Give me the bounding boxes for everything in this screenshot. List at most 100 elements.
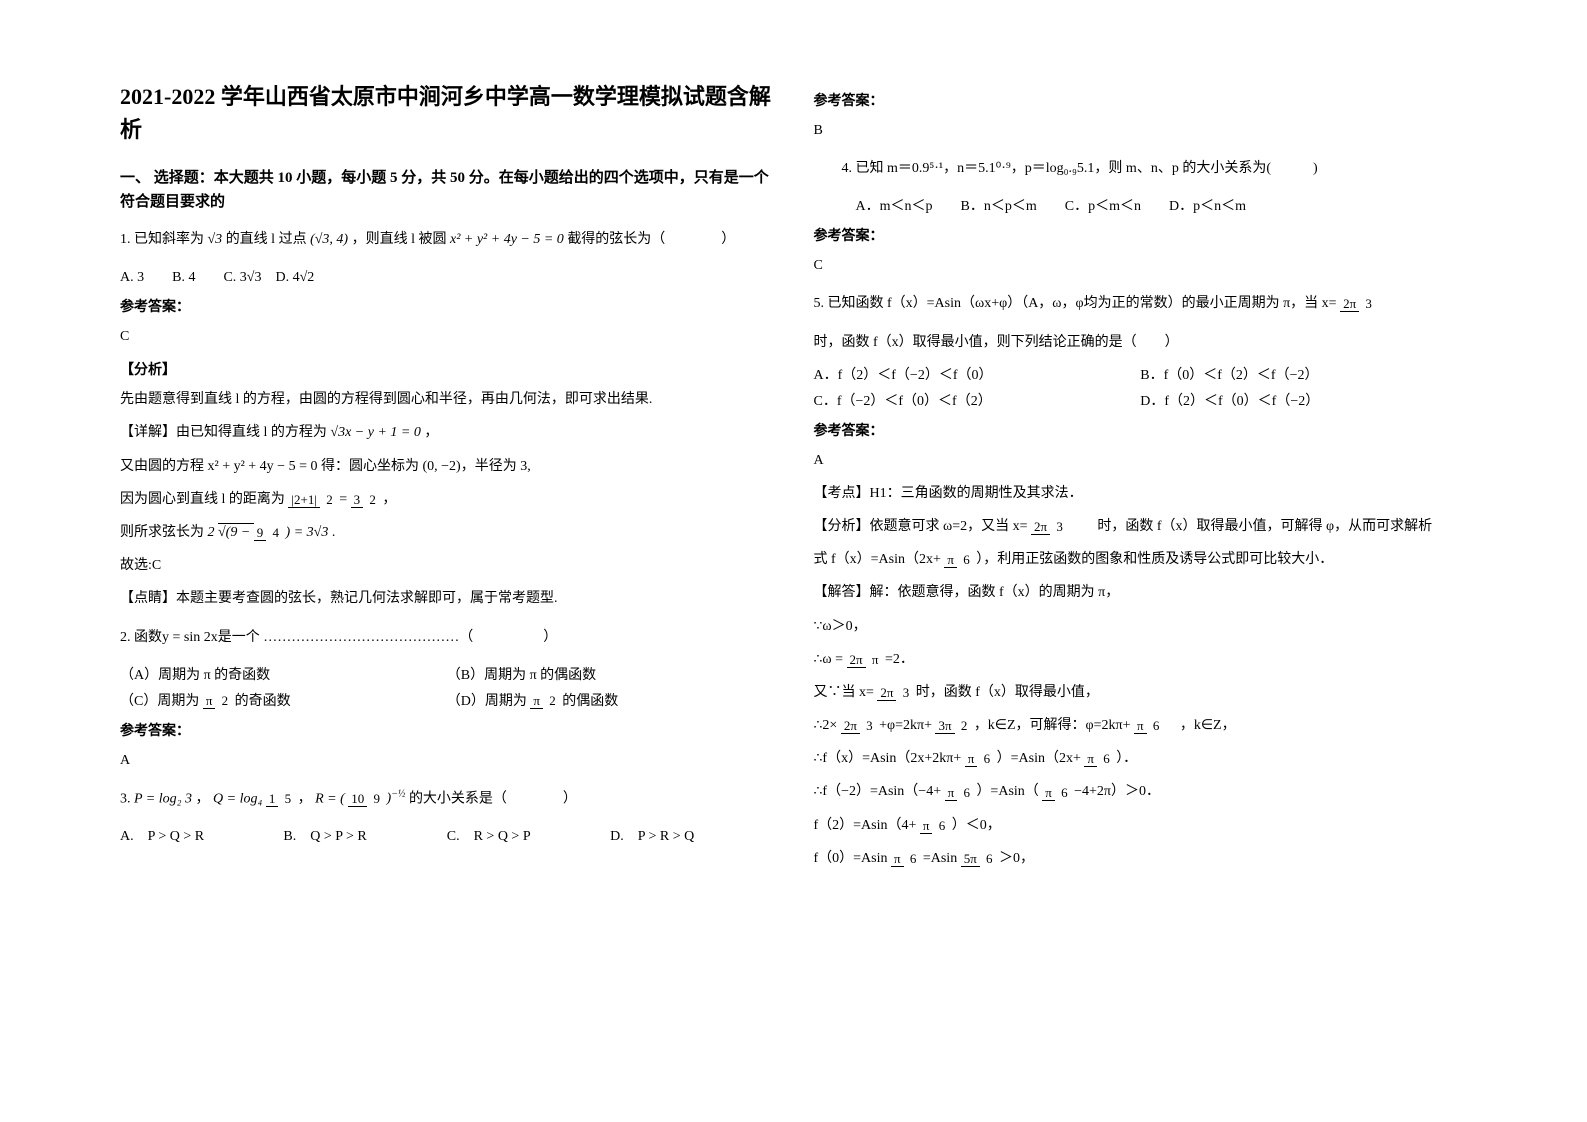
- R-exp: )−½: [387, 791, 406, 806]
- option-row: A. P > Q > R B. Q > P > R C. R > Q > P D…: [120, 825, 774, 845]
- q1-analysis-label: 【分析】: [120, 359, 774, 379]
- q5-analysis-post: 时，函数 f（x）取得最小值，可解得 φ，从而可求解析: [1069, 519, 1432, 534]
- frac-2pi3d: 2π 3: [841, 714, 876, 737]
- frac-pi6f: π 6: [1042, 781, 1070, 804]
- q1-conclusion: 故选:C: [120, 553, 774, 578]
- q3-opt-d: D. P > R > Q: [610, 825, 773, 845]
- R-expr: R = (: [315, 791, 345, 806]
- q5-text-pre: 5. 已知函数 f（x）=Asin（ωx+φ）（A，ω，φ均为正的常数）的最小正…: [814, 296, 1337, 311]
- q5-line4-post: ，k∈Z，可解得：φ=2kπ+: [974, 718, 1131, 733]
- q3-answer-label: 参考答案：: [814, 90, 1468, 110]
- q2-opt-d: （D）周期为 π 2 的偶函数: [447, 690, 774, 710]
- q5-line1: ∵ω＞0，: [814, 614, 1468, 639]
- close-paren: ) = 3√3: [286, 525, 329, 540]
- circle-eq: x² + y² + 4y − 5 = 0: [450, 232, 567, 247]
- q5-opt-d: D．f（2）＜f（0）＜f（−2）: [1140, 390, 1467, 410]
- right-column: 参考答案： B 4. 已知 m＝0.9⁵·¹，n＝5.1⁰·⁹，p＝log₀.₉…: [794, 80, 1488, 1082]
- q1-point: 【点睛】本题主要考查圆的弦长，熟记几何法求解即可，属于常考题型.: [120, 586, 774, 611]
- q5-text-post: 时，函数 f（x）取得最小值，则下列结论正确的是（ ）: [814, 330, 1468, 355]
- q5-line5-pre: ∴f（x）=Asin（2x+2kπ+: [814, 751, 962, 766]
- q2-opt-b: （B）周期为 π 的偶函数: [447, 664, 774, 684]
- q5-line4-pre: ∴2×: [814, 718, 838, 733]
- period: .: [332, 525, 336, 540]
- q5-answer: A: [814, 448, 1468, 473]
- frac-15: 1 5: [266, 786, 294, 812]
- q1-text-mid1: 的直线 l 过点: [226, 232, 307, 247]
- q5-analysis2: 式 f（x）=Asin（2x+ π 6 ），利用正弦函数的图象和性质及诱导公式即…: [814, 547, 1468, 572]
- q2-opt-d-pre: （D）周期为: [447, 694, 527, 709]
- frac-3pi2: 3π 2: [935, 714, 970, 737]
- q4-answer: C: [814, 253, 1468, 278]
- frac-pi6c: π 6: [965, 747, 993, 770]
- q5-solve-label: 【解答】解：依题意得，函数 f（x）的周期为 π，: [814, 580, 1468, 605]
- Q-expr: Q = log₄: [213, 791, 266, 806]
- q1-text-mid2: ，则直线 l 被圆: [352, 232, 447, 247]
- frac-pi6h: π 6: [891, 847, 919, 870]
- q4-options: A．m＜n＜p B．n＜p＜m C．p＜m＜n D．p＜n＜m: [856, 195, 1468, 215]
- option-row: A．f（2）＜f（−2）＜f（0） B．f（0）＜f（2）＜f（−2）: [814, 364, 1468, 384]
- q5-opt-c: C．f（−2）＜f（0）＜f（2）: [814, 390, 1141, 410]
- frac-pi6e: π 6: [945, 781, 973, 804]
- frac-pi6a: π 6: [944, 548, 972, 571]
- question-4: 4. 已知 m＝0.9⁵·¹，n＝5.1⁰·⁹，p＝log₀.₉5.1，则 m、…: [842, 155, 1468, 183]
- q1-answer: C: [120, 324, 774, 349]
- frac-2pi3a: 2π 3: [1340, 291, 1375, 317]
- q5-line8-pre: f（0）=Asin: [814, 851, 888, 866]
- equals: =: [339, 492, 350, 507]
- q2-options: （A）周期为 π 的奇函数 （B）周期为 π 的偶函数 （C）周期为 π 2 的…: [120, 664, 774, 710]
- q1-detail-eq: √3x − y + 1 = 0: [330, 425, 420, 440]
- q1-detail-label: 【详解】由已知得直线 l 的方程为: [120, 425, 327, 440]
- q5-line8-mid: =Asin: [923, 851, 957, 866]
- q5-line7: f（2）=Asin（4+ π 6 ）＜0，: [814, 813, 1468, 838]
- question-5: 5. 已知函数 f（x）=Asin（ωx+φ）（A，ω，φ均为正的常数）的最小正…: [814, 290, 1468, 318]
- q2-opt-d-end: 的偶函数: [562, 694, 618, 709]
- q3-end: 的大小关系是（ ）: [409, 791, 577, 806]
- q5-line7-post: ）＜0，: [952, 818, 1001, 833]
- frac-pi2a: π 2: [203, 693, 231, 709]
- q5-line5: ∴f（x）=Asin（2x+2kπ+ π 6 ）=Asin（2x+ π 6 ）．: [814, 746, 1468, 771]
- q5-line6-post: −4+2π）＞0．: [1074, 784, 1160, 799]
- q5-analysis2-pre: 式 f（x）=Asin（2x+: [814, 552, 941, 567]
- q1-options: A. 3 B. 4 C. 3√3 D. 4√2: [120, 266, 774, 286]
- comma2: ，: [382, 492, 396, 507]
- frac-94: 9 4: [254, 521, 282, 544]
- q5-point: 【考点】H1：三角函数的周期性及其求法．: [814, 481, 1468, 506]
- q2-opt-c: （C）周期为 π 2 的奇函数: [120, 690, 447, 710]
- q5-line8: f（0）=Asin π 6 =Asin 5π 6 ＞0，: [814, 846, 1468, 871]
- q3-opt-a: A. P > Q > R: [120, 825, 283, 845]
- frac-2pi3b: 2π 3: [1031, 515, 1066, 538]
- comma4: ，: [298, 791, 312, 806]
- q5-line3-pre: 又∵当 x=: [814, 685, 874, 700]
- q3-options: A. P > Q > R B. Q > P > R C. R > Q > P D…: [120, 825, 774, 845]
- q5-line6-pre: ∴f（−2）=Asin（−4+: [814, 784, 942, 799]
- q5-line5-mid: ）=Asin（2x+: [997, 751, 1081, 766]
- question-1: 1. 已知斜率为 √3 的直线 l 过点 (√3, 4) ，则直线 l 被圆 x…: [120, 226, 774, 254]
- comma3: ，: [196, 791, 210, 806]
- section-header: 一、 选择题：本大题共 10 小题，每小题 5 分，共 50 分。在每小题给出的…: [120, 166, 774, 214]
- q5-line6: ∴f（−2）=Asin（−4+ π 6 ）=Asin（ π 6 −4+2π）＞0…: [814, 779, 1468, 804]
- frac-2pi3c: 2π 3: [877, 681, 912, 704]
- point: (√3, 4): [310, 232, 348, 247]
- q1-detail4-pre: 则所求弦长为: [120, 525, 204, 540]
- q2-opt-c-end: 的奇函数: [235, 694, 291, 709]
- frac-distance: |2+1| 2: [288, 488, 335, 511]
- q5-options: A．f（2）＜f（−2）＜f（0） B．f（0）＜f（2）＜f（−2） C．f（…: [814, 364, 1468, 410]
- q5-line4-end: ，k∈Z，: [1166, 718, 1236, 733]
- q5-line3-post: 时，函数 f（x）取得最小值，: [916, 685, 1099, 700]
- q5-line7-pre: f（2）=Asin（4+: [814, 818, 917, 833]
- q5-analysis2-post: ），利用正弦函数的图象和性质及诱导公式即可比较大小．: [976, 552, 1333, 567]
- question-3: 3. P = log₂ 3 ， Q = log₄ 1 5 ， R = ( 10 …: [120, 785, 774, 814]
- q5-opt-b: B．f（0）＜f（2）＜f（−2）: [1140, 364, 1467, 384]
- page-title: 2021-2022 学年山西省太原市中涧河乡中学高一数学理模拟试题含解析: [120, 80, 774, 146]
- left-column: 2021-2022 学年山西省太原市中涧河乡中学高一数学理模拟试题含解析 一、 …: [100, 80, 794, 1082]
- q2-opt-c-pre: （C）周期为: [120, 694, 199, 709]
- q1-detail3-pre: 因为圆心到直线 l 的距离为: [120, 492, 285, 507]
- q5-line2: ∴ω = 2π π =2．: [814, 647, 1468, 672]
- q3-opt-b: B. Q > P > R: [283, 825, 446, 845]
- q2-answer: A: [120, 748, 774, 773]
- frac-pi6b: π 6: [1134, 714, 1162, 737]
- q4-answer-label: 参考答案：: [814, 225, 1468, 245]
- q5-line6-mid: ）=Asin（: [976, 784, 1038, 799]
- P-expr: P = log₂ 3: [134, 791, 192, 806]
- q1-detail2: 又由圆的方程 x² + y² + 4y − 5 = 0 得：圆心坐标为 (0, …: [120, 454, 774, 479]
